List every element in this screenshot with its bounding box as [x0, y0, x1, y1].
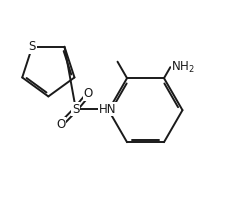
- Text: O: O: [84, 87, 93, 100]
- Text: S: S: [29, 40, 36, 53]
- Text: O: O: [56, 118, 66, 131]
- Text: HN: HN: [99, 103, 116, 116]
- Text: NH$_2$: NH$_2$: [171, 60, 195, 75]
- Text: S: S: [72, 103, 80, 116]
